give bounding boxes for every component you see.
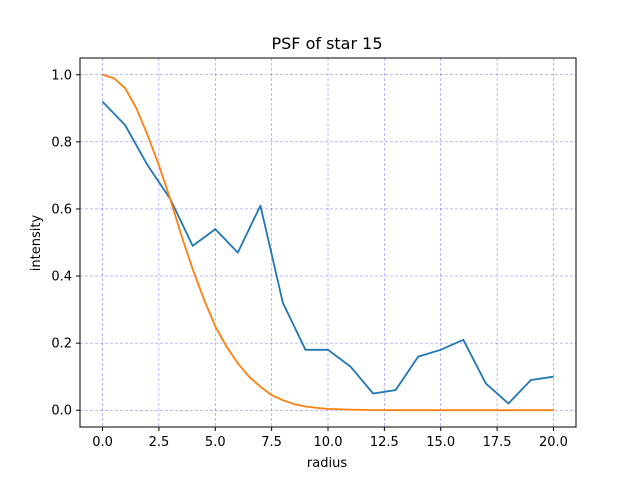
y-tick-label: 0.4	[51, 270, 72, 285]
x-tick-label: 0.0	[92, 435, 113, 450]
series-lines	[101, 73, 554, 412]
y-tick-label: 0.8	[51, 135, 72, 150]
x-tick-label: 20.0	[539, 435, 568, 450]
y-tick-label: 0.0	[51, 404, 72, 419]
series-line-1	[101, 100, 554, 405]
series-line-2	[102, 73, 554, 412]
y-axis-label: intensity	[29, 215, 44, 272]
x-tick-label: 5.0	[205, 435, 226, 450]
x-axis-ticks: 0.0 2.5 5.0 7.5 10.0 12.5 15.0 17.5 20.0	[92, 427, 568, 450]
y-tick-label: 1.0	[51, 68, 72, 83]
grid	[80, 58, 576, 427]
x-tick-label: 2.5	[149, 435, 170, 450]
x-tick-label: 15.0	[426, 435, 455, 450]
y-axis-ticks: 0.0 0.2 0.4 0.6 0.8 1.0	[51, 68, 80, 419]
y-tick-label: 0.2	[51, 337, 72, 352]
x-tick-label: 12.5	[370, 435, 399, 450]
x-tick-label: 10.0	[314, 435, 343, 450]
y-tick-label: 0.6	[51, 202, 72, 217]
x-axis-label: radius	[307, 456, 347, 471]
x-tick-label: 7.5	[261, 435, 282, 450]
chart-title: PSF of star 15	[271, 34, 382, 53]
x-tick-label: 17.5	[483, 435, 512, 450]
